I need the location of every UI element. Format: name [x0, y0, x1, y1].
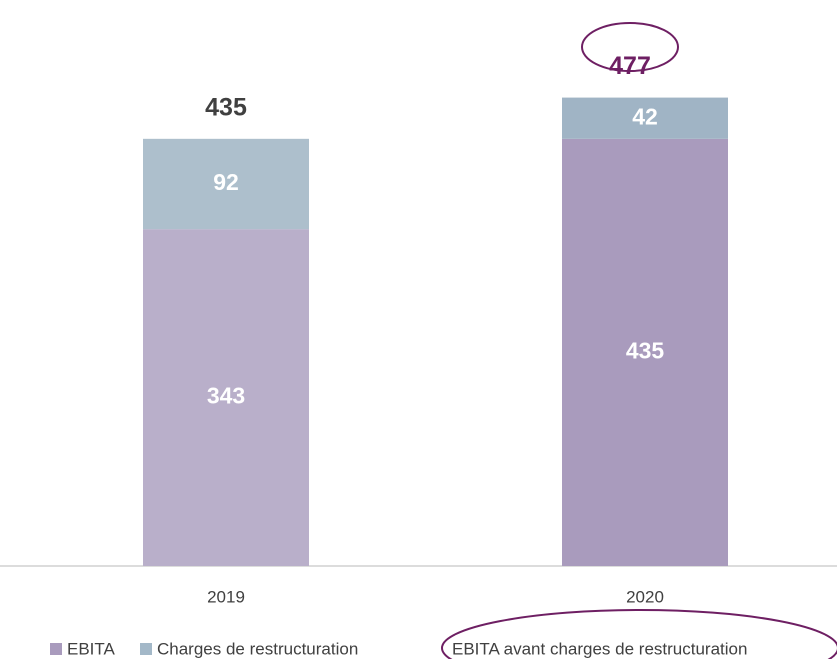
highlight-ellipse — [581, 22, 679, 72]
bar-segment — [562, 97, 728, 139]
value-label: 92 — [213, 169, 239, 195]
x-tick-label: 2019 — [207, 587, 245, 606]
legend-label: Charges de restructuration — [157, 639, 358, 658]
legend-highlight-ellipse — [441, 609, 837, 659]
bar-segment — [143, 229, 309, 566]
total-label: 435 — [205, 93, 247, 121]
bar-segment — [562, 138, 728, 566]
total-label: 477 — [609, 52, 651, 80]
bar-segment — [143, 138, 309, 230]
legend-swatch — [140, 643, 152, 655]
annotation: EBITA avant charges de restructuration — [452, 639, 747, 658]
legend-label: EBITA — [67, 639, 116, 658]
value-label: 42 — [632, 103, 658, 129]
legend-swatch — [50, 643, 62, 655]
value-label: 343 — [207, 383, 245, 409]
value-label: 435 — [626, 337, 665, 363]
x-tick-label: 2020 — [626, 587, 664, 606]
